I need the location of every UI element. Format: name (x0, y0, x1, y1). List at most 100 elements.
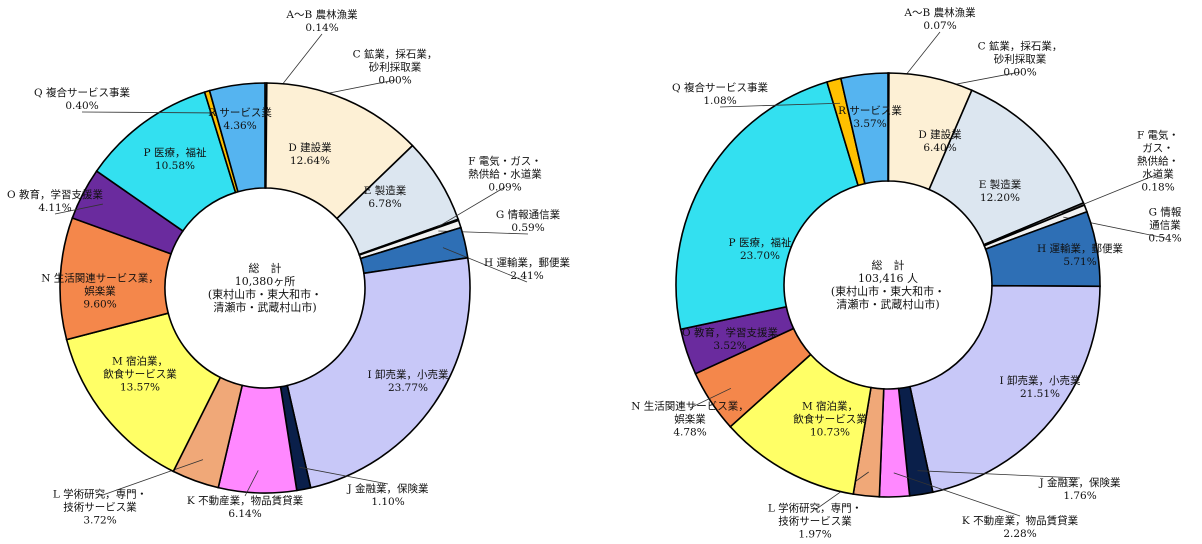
value-label: 4.78% (673, 426, 707, 439)
category-label: P 医療，福祉 (728, 237, 792, 249)
category-label: E 製造業 (978, 179, 1022, 191)
donut-slice (286, 256, 471, 489)
category-label: H 運輸業，郵便業 (1037, 243, 1123, 255)
slice-label: D 建設業 6.40% (918, 129, 961, 155)
category-label: G 情報通信業 (495, 209, 561, 221)
donut-slice (675, 80, 860, 331)
category-label: Q 複合サービス事業 (672, 82, 768, 94)
value-label: 0.07% (923, 20, 957, 32)
slice-label: Q 複合サービス事業 1.08% (672, 82, 768, 108)
category-label: E 製造業 (363, 185, 407, 197)
slice-label: H 運輸業，郵便業 2.41% (484, 257, 570, 283)
category-label: F 電気・ガス・ 熱供給・水道業 (468, 155, 542, 181)
center-total: 10,380ヶ所 (234, 275, 296, 288)
category-label: A～B 農林漁業 (904, 7, 976, 19)
category-label: L 学術研究，専門・ 技術サービス業 (52, 488, 148, 514)
value-label: 0.09% (488, 181, 522, 194)
category-label: D 建設業 (288, 142, 332, 154)
donut-slice (208, 82, 266, 193)
value-label: 12.20% (979, 192, 1021, 204)
category-label: A～B 農林漁業 (286, 9, 358, 21)
slice-label: J 金融業，保険業 1.76% (1039, 477, 1120, 503)
slice-label: N 生活関連サービス業， 娯楽業 4.78% (631, 401, 749, 440)
leader-line (1061, 173, 1159, 214)
donut-slice (839, 72, 889, 185)
slice-label: H 運輸業，郵便業 5.71% (1037, 243, 1123, 269)
value-label: 4.11% (38, 202, 72, 214)
category-label: J 金融業，保険業 (1039, 477, 1121, 489)
slice-label: Q 複合サービス事業 0.40% (34, 87, 130, 113)
value-label: 23.77% (387, 382, 429, 394)
slice-label: K 不動産業，物品賃貸業 6.14% (187, 495, 303, 521)
slice-label: R サービス業 3.57% (838, 105, 902, 131)
value-label: 10.58% (154, 160, 196, 172)
slice-label: M 宿泊業， 飲食サービス業 13.57% (103, 356, 177, 395)
value-label: 2.28% (1003, 528, 1037, 540)
donut-slice (909, 284, 1101, 494)
category-label: F 電気・ガス・ 熱供給・水道業 (1136, 129, 1180, 181)
leader-line (81, 111, 214, 114)
leader-line (99, 459, 204, 497)
slice-label: E 製造業 12.20% (979, 179, 1022, 205)
center-total: 103,416 人 (858, 272, 918, 285)
value-label: 23.70% (739, 250, 781, 262)
center-area: (東村山市・東大和市・ 清瀬市・武蔵村山市) (830, 285, 946, 311)
value-label: 6.40% (923, 142, 957, 154)
slice-label: A～B 農林漁業 0.14% (286, 9, 357, 35)
category-label: R サービス業 (208, 107, 272, 119)
slice-label: I 卸売業，小売業 23.77% (368, 369, 449, 395)
value-label: 1.08% (703, 95, 737, 107)
value-label: 10.73% (809, 426, 851, 439)
category-label: K 不動産業，物品賃貸業 (961, 515, 1079, 527)
center-title: 総 計 (871, 259, 905, 272)
slice-label: I 卸売業，小売業 21.51% (1000, 375, 1081, 401)
slice-label: K 不動産業，物品賃貸業 2.28% (962, 515, 1078, 541)
value-label: 0.59% (511, 222, 545, 234)
category-label: C 鉱業，採石業， 砂利採取業 (977, 40, 1063, 66)
center-area: (東村山市・東大和市・ 清瀬市・武蔵村山市) (207, 288, 323, 314)
slice-label: F 電気・ガス・ 熱供給・水道業 0.09% (468, 156, 542, 195)
slice-label: P 医療，福祉 10.58% (144, 147, 207, 173)
center-label: 総 計 103,416 人 (東村山市・東大和市・ 清瀬市・武蔵村山市) (831, 259, 945, 311)
category-label: R サービス業 (838, 105, 902, 117)
leader-line (299, 466, 389, 485)
category-label: M 宿泊業， 飲食サービス業 (793, 400, 867, 426)
slice-label: G 情報通信業 0.59% (496, 209, 560, 235)
leader-line (719, 102, 841, 108)
leader-line (436, 186, 506, 228)
category-label: O 教育，学習支援業 (682, 327, 778, 339)
category-label: J 金融業，保険業 (347, 483, 429, 495)
category-label: M 宿泊業， 飲食サービス業 (103, 355, 177, 381)
value-label: 1.10% (371, 496, 405, 508)
category-label: L 学術研究，専門・ 技術サービス業 (767, 502, 863, 528)
value-label: 0.00% (378, 74, 412, 87)
slice-label: G 情報通信業 0.54% (1147, 207, 1184, 246)
value-label: 13.57% (119, 381, 161, 394)
value-label: 2.41% (510, 270, 544, 282)
slice-label: P 医療，福祉 23.70% (729, 237, 792, 263)
center-title: 総 計 (248, 262, 282, 275)
category-label: O 教育，学習支援業 (7, 189, 103, 201)
slice-label: R サービス業 4.36% (208, 107, 272, 133)
slice-label: C 鉱業，採石業， 砂利採取業 0.00% (978, 41, 1063, 80)
slice-label: L 学術研究，専門・ 技術サービス業 3.72% (53, 489, 147, 528)
value-label: 1.97% (798, 528, 832, 541)
value-label: 0.40% (65, 100, 99, 112)
category-label: K 不動産業，物品賃貸業 (186, 495, 304, 507)
slice-label: E 製造業 6.78% (364, 185, 407, 211)
value-label: 0.14% (305, 22, 339, 34)
category-label: I 卸売業，小売業 (999, 375, 1081, 387)
slice-label: F 電気・ガス・ 熱供給・水道業 0.18% (1136, 130, 1180, 195)
slice-label: J 金融業，保険業 1.10% (347, 483, 428, 509)
value-label: 1.76% (1063, 490, 1097, 502)
slice-label: M 宿泊業， 飲食サービス業 10.73% (793, 401, 867, 440)
slice-label: L 学術研究，専門・ 技術サービス業 1.97% (768, 503, 862, 542)
slice-label: C 鉱業，採石業， 砂利採取業 0.00% (353, 49, 438, 88)
leader-line (689, 387, 732, 409)
value-label: 4.36% (223, 120, 257, 132)
category-label: C 鉱業，採石業， 砂利採取業 (352, 48, 438, 74)
value-label: 6.78% (368, 198, 402, 210)
value-label: 0.00% (1003, 66, 1037, 79)
